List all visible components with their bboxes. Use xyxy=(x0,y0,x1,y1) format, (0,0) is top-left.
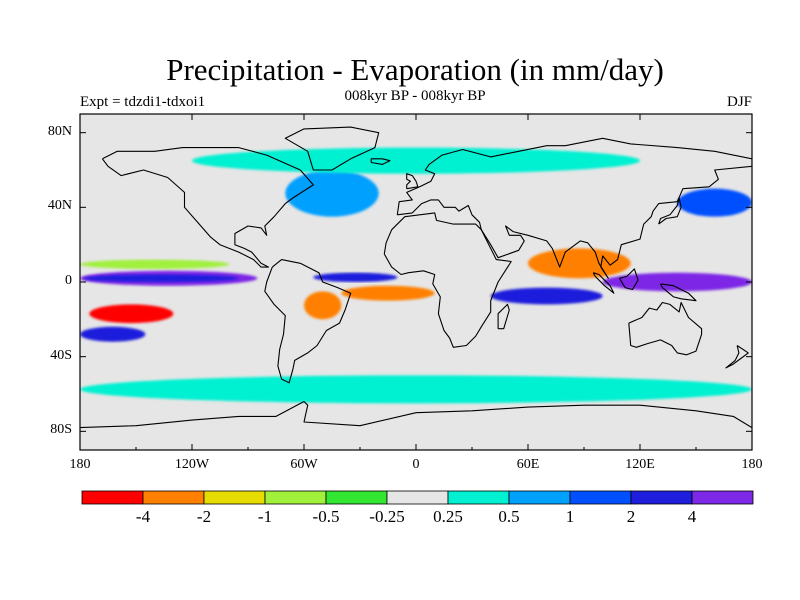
coastline-australia xyxy=(628,301,703,356)
coastline-south-america xyxy=(264,259,352,384)
colorbar-label: 1 xyxy=(565,507,575,526)
colorbar-label: 0.5 xyxy=(498,507,520,526)
colorbar-swatch xyxy=(508,490,571,505)
colorbar-swatch xyxy=(325,490,388,505)
colorbar-swatch xyxy=(386,490,449,505)
season-label: DJF xyxy=(726,94,752,110)
colorbar-label: 0.25 xyxy=(433,507,463,526)
coastlines xyxy=(80,126,752,429)
colorbar-swatch xyxy=(203,490,266,505)
colorbar-label: 4 xyxy=(687,507,697,526)
axis-ticks xyxy=(79,114,753,450)
colorbar-swatch xyxy=(142,490,205,505)
field-region-southeast-pacific-dry xyxy=(89,304,174,324)
colorbar-label: -0.25 xyxy=(369,507,405,526)
pe-field xyxy=(80,147,752,404)
coastline-new-guinea xyxy=(660,283,697,302)
coastline-eurasia xyxy=(396,137,752,279)
lon-label: 60W xyxy=(290,457,318,472)
lon-label: 180 xyxy=(741,457,763,472)
field-region-atlantic-itcz xyxy=(313,272,398,283)
coastline-iceland xyxy=(370,158,391,165)
lat-label: 0 xyxy=(65,273,72,288)
colorbar xyxy=(81,490,754,505)
field-region-southern-ocean xyxy=(80,375,752,404)
coastline-japan xyxy=(658,197,682,225)
colorbar-swatch xyxy=(264,490,327,505)
field-region-india-dry xyxy=(528,248,631,279)
field-region-equatorial-pacific-inner xyxy=(83,274,239,282)
colorbar-label: 2 xyxy=(626,507,636,526)
colorbar-swatch xyxy=(691,490,754,505)
colorbar-swatch xyxy=(447,490,510,505)
field-region-northern-high-latitudes xyxy=(192,147,640,174)
field-region-south-america-dry xyxy=(304,291,342,320)
colorbar-label: -4 xyxy=(135,507,151,526)
lon-label: 120E xyxy=(625,457,655,472)
lon-label: 120W xyxy=(174,457,210,472)
colorbar-label: -2 xyxy=(196,507,212,526)
coastline-antarctica xyxy=(80,400,752,429)
colorbar-swatch xyxy=(569,490,632,505)
colorbar-label: -1 xyxy=(257,507,273,526)
field-region-north-equatorial-pacific-dry xyxy=(80,259,230,269)
colorbar-swatch xyxy=(630,490,693,505)
lat-label: 80N xyxy=(47,123,72,139)
field-region-south-atlantic-dry xyxy=(341,285,435,301)
field-region-north-atlantic xyxy=(285,170,379,217)
lat-label: 40N xyxy=(47,198,72,214)
lon-label: 0 xyxy=(412,457,420,472)
coastline-new-zealand xyxy=(725,345,749,369)
lat-label: 40S xyxy=(50,347,72,363)
lon-label: 60E xyxy=(516,457,540,472)
field-region-maritime-continent-wet xyxy=(602,272,752,292)
lat-label: 80S xyxy=(50,422,72,438)
coastline-madagascar xyxy=(497,303,510,330)
colorbar-label: -0.5 xyxy=(312,507,340,526)
coastline-north-america xyxy=(101,147,314,268)
plot-subtitle: 008kyr BP - 008kyr BP xyxy=(344,88,486,104)
coastline-africa xyxy=(383,212,512,348)
experiment-label: Expt = tdzdi1-tdxoi1 xyxy=(80,94,206,110)
coastline-borneo xyxy=(619,268,639,291)
field-region-spcz-wet xyxy=(80,326,146,342)
coastline-sumatra xyxy=(592,272,615,294)
colorbar-swatch xyxy=(81,490,144,505)
field-region-north-pacific-storm-track xyxy=(677,188,752,217)
field-region-indian-ocean-wet xyxy=(490,287,603,305)
lon-label: 180 xyxy=(69,457,91,472)
coastline-greenland xyxy=(284,126,380,171)
coastline-british-isles xyxy=(406,173,419,190)
plot-title: Precipitation - Evaporation (in mm/day) xyxy=(166,52,664,87)
